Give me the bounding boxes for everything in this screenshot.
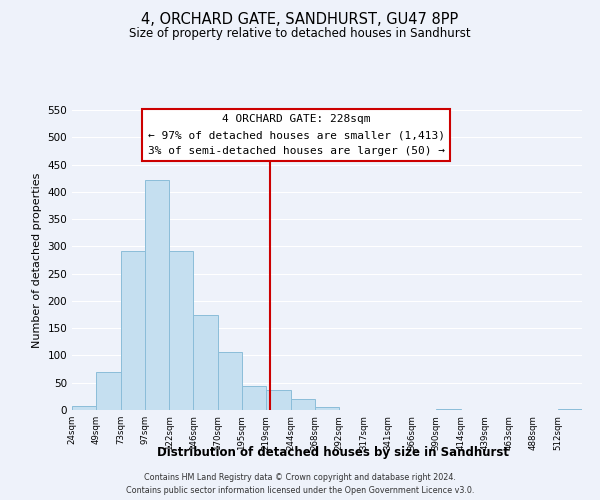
Bar	[145, 180, 169, 410]
Bar	[558, 409, 582, 410]
Bar	[193, 315, 218, 410]
Text: 4, ORCHARD GATE, SANDHURST, GU47 8PP: 4, ORCHARD GATE, SANDHURST, GU47 8PP	[142, 12, 458, 28]
Bar	[218, 352, 242, 410]
Bar	[266, 390, 290, 410]
Text: Contains HM Land Registry data © Crown copyright and database right 2024.
Contai: Contains HM Land Registry data © Crown c…	[126, 474, 474, 495]
Bar	[96, 372, 121, 410]
Text: 4 ORCHARD GATE: 228sqm
← 97% of detached houses are smaller (1,413)
3% of semi-d: 4 ORCHARD GATE: 228sqm ← 97% of detached…	[148, 114, 445, 156]
Bar	[169, 252, 193, 410]
Y-axis label: Number of detached properties: Number of detached properties	[32, 172, 42, 348]
Text: Size of property relative to detached houses in Sandhurst: Size of property relative to detached ho…	[129, 28, 471, 40]
Bar	[290, 399, 315, 410]
Bar	[436, 409, 461, 410]
Bar	[121, 252, 145, 410]
Bar	[242, 386, 266, 410]
Text: Distribution of detached houses by size in Sandhurst: Distribution of detached houses by size …	[157, 446, 509, 459]
Bar	[315, 408, 339, 410]
Bar	[72, 406, 96, 410]
